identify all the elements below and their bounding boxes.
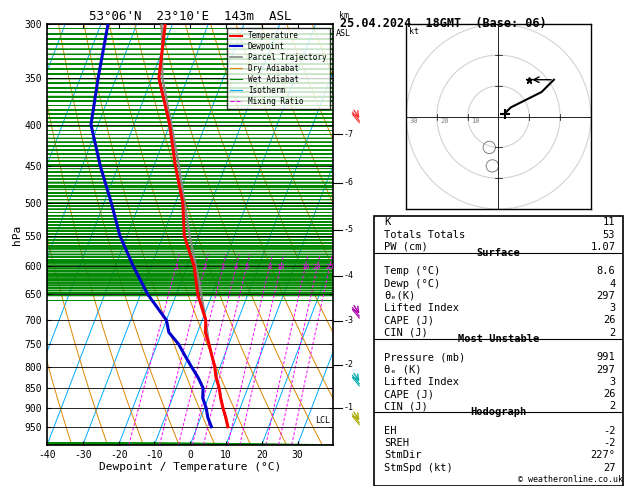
Text: 1.07: 1.07 xyxy=(590,242,615,252)
Text: 2: 2 xyxy=(609,401,615,411)
Text: Totals Totals: Totals Totals xyxy=(384,230,465,240)
Text: θₑ(K): θₑ(K) xyxy=(384,291,415,301)
Text: 4: 4 xyxy=(609,278,615,289)
Text: Hodograph: Hodograph xyxy=(470,407,526,417)
Text: Surface: Surface xyxy=(477,248,520,258)
Text: © weatheronline.co.uk: © weatheronline.co.uk xyxy=(518,475,623,484)
Text: 991: 991 xyxy=(596,352,615,362)
Text: -2: -2 xyxy=(603,426,615,436)
Text: Temp (°C): Temp (°C) xyxy=(384,266,440,277)
Text: -7: -7 xyxy=(344,130,353,139)
Text: 2: 2 xyxy=(609,328,615,338)
Text: CAPE (J): CAPE (J) xyxy=(384,389,434,399)
Text: 27: 27 xyxy=(603,463,615,472)
Text: 10: 10 xyxy=(470,118,479,124)
Text: -4: -4 xyxy=(344,271,353,280)
Text: LCL: LCL xyxy=(316,416,330,425)
Text: PW (cm): PW (cm) xyxy=(384,242,428,252)
Text: 2: 2 xyxy=(203,264,207,271)
Y-axis label: hPa: hPa xyxy=(12,225,22,244)
X-axis label: Dewpoint / Temperature (°C): Dewpoint / Temperature (°C) xyxy=(99,462,281,472)
Text: Pressure (mb): Pressure (mb) xyxy=(384,352,465,362)
Text: CIN (J): CIN (J) xyxy=(384,328,428,338)
Text: 16: 16 xyxy=(301,264,309,271)
Text: EH: EH xyxy=(384,426,397,436)
Text: -2: -2 xyxy=(603,438,615,448)
Text: -1: -1 xyxy=(344,403,353,412)
Text: Lifted Index: Lifted Index xyxy=(384,303,459,313)
Text: Lifted Index: Lifted Index xyxy=(384,377,459,387)
Text: -2: -2 xyxy=(344,360,353,369)
Text: ASL: ASL xyxy=(337,29,351,37)
Text: θₑ (K): θₑ (K) xyxy=(384,364,421,375)
Text: SREH: SREH xyxy=(384,438,409,448)
Text: 8: 8 xyxy=(267,264,272,271)
Text: 3: 3 xyxy=(609,377,615,387)
Title: 53°06'N  23°10'E  143m  ASL: 53°06'N 23°10'E 143m ASL xyxy=(89,10,291,23)
Text: 53: 53 xyxy=(603,230,615,240)
Text: Most Unstable: Most Unstable xyxy=(458,334,539,344)
Text: 3: 3 xyxy=(609,303,615,313)
Text: 25.04.2024  18GMT  (Base: 06): 25.04.2024 18GMT (Base: 06) xyxy=(340,17,546,30)
Text: -6: -6 xyxy=(344,178,353,187)
Text: 30: 30 xyxy=(409,118,418,124)
Text: 297: 297 xyxy=(596,364,615,375)
Text: 25: 25 xyxy=(325,264,333,271)
Text: 11: 11 xyxy=(603,217,615,227)
Text: 20: 20 xyxy=(440,118,448,124)
Text: 227°: 227° xyxy=(590,451,615,460)
Text: 297: 297 xyxy=(596,291,615,301)
Text: 1: 1 xyxy=(174,264,178,271)
Text: 8.6: 8.6 xyxy=(596,266,615,277)
Text: 20: 20 xyxy=(313,264,321,271)
Text: -5: -5 xyxy=(344,225,353,234)
Text: CIN (J): CIN (J) xyxy=(384,401,428,411)
Text: 4: 4 xyxy=(234,264,238,271)
Text: K: K xyxy=(384,217,391,227)
Text: 26: 26 xyxy=(603,389,615,399)
Text: CAPE (J): CAPE (J) xyxy=(384,315,434,326)
Text: 5: 5 xyxy=(244,264,248,271)
Legend: Temperature, Dewpoint, Parcel Trajectory, Dry Adiabat, Wet Adiabat, Isotherm, Mi: Temperature, Dewpoint, Parcel Trajectory… xyxy=(227,28,330,109)
Text: 26: 26 xyxy=(603,315,615,326)
Text: StmDir: StmDir xyxy=(384,451,421,460)
Text: StmSpd (kt): StmSpd (kt) xyxy=(384,463,453,472)
Text: 10: 10 xyxy=(276,264,285,271)
Text: -3: -3 xyxy=(344,316,353,325)
Text: 3: 3 xyxy=(221,264,225,271)
Text: km: km xyxy=(339,11,348,20)
Text: kt: kt xyxy=(409,27,419,35)
Text: Dewp (°C): Dewp (°C) xyxy=(384,278,440,289)
